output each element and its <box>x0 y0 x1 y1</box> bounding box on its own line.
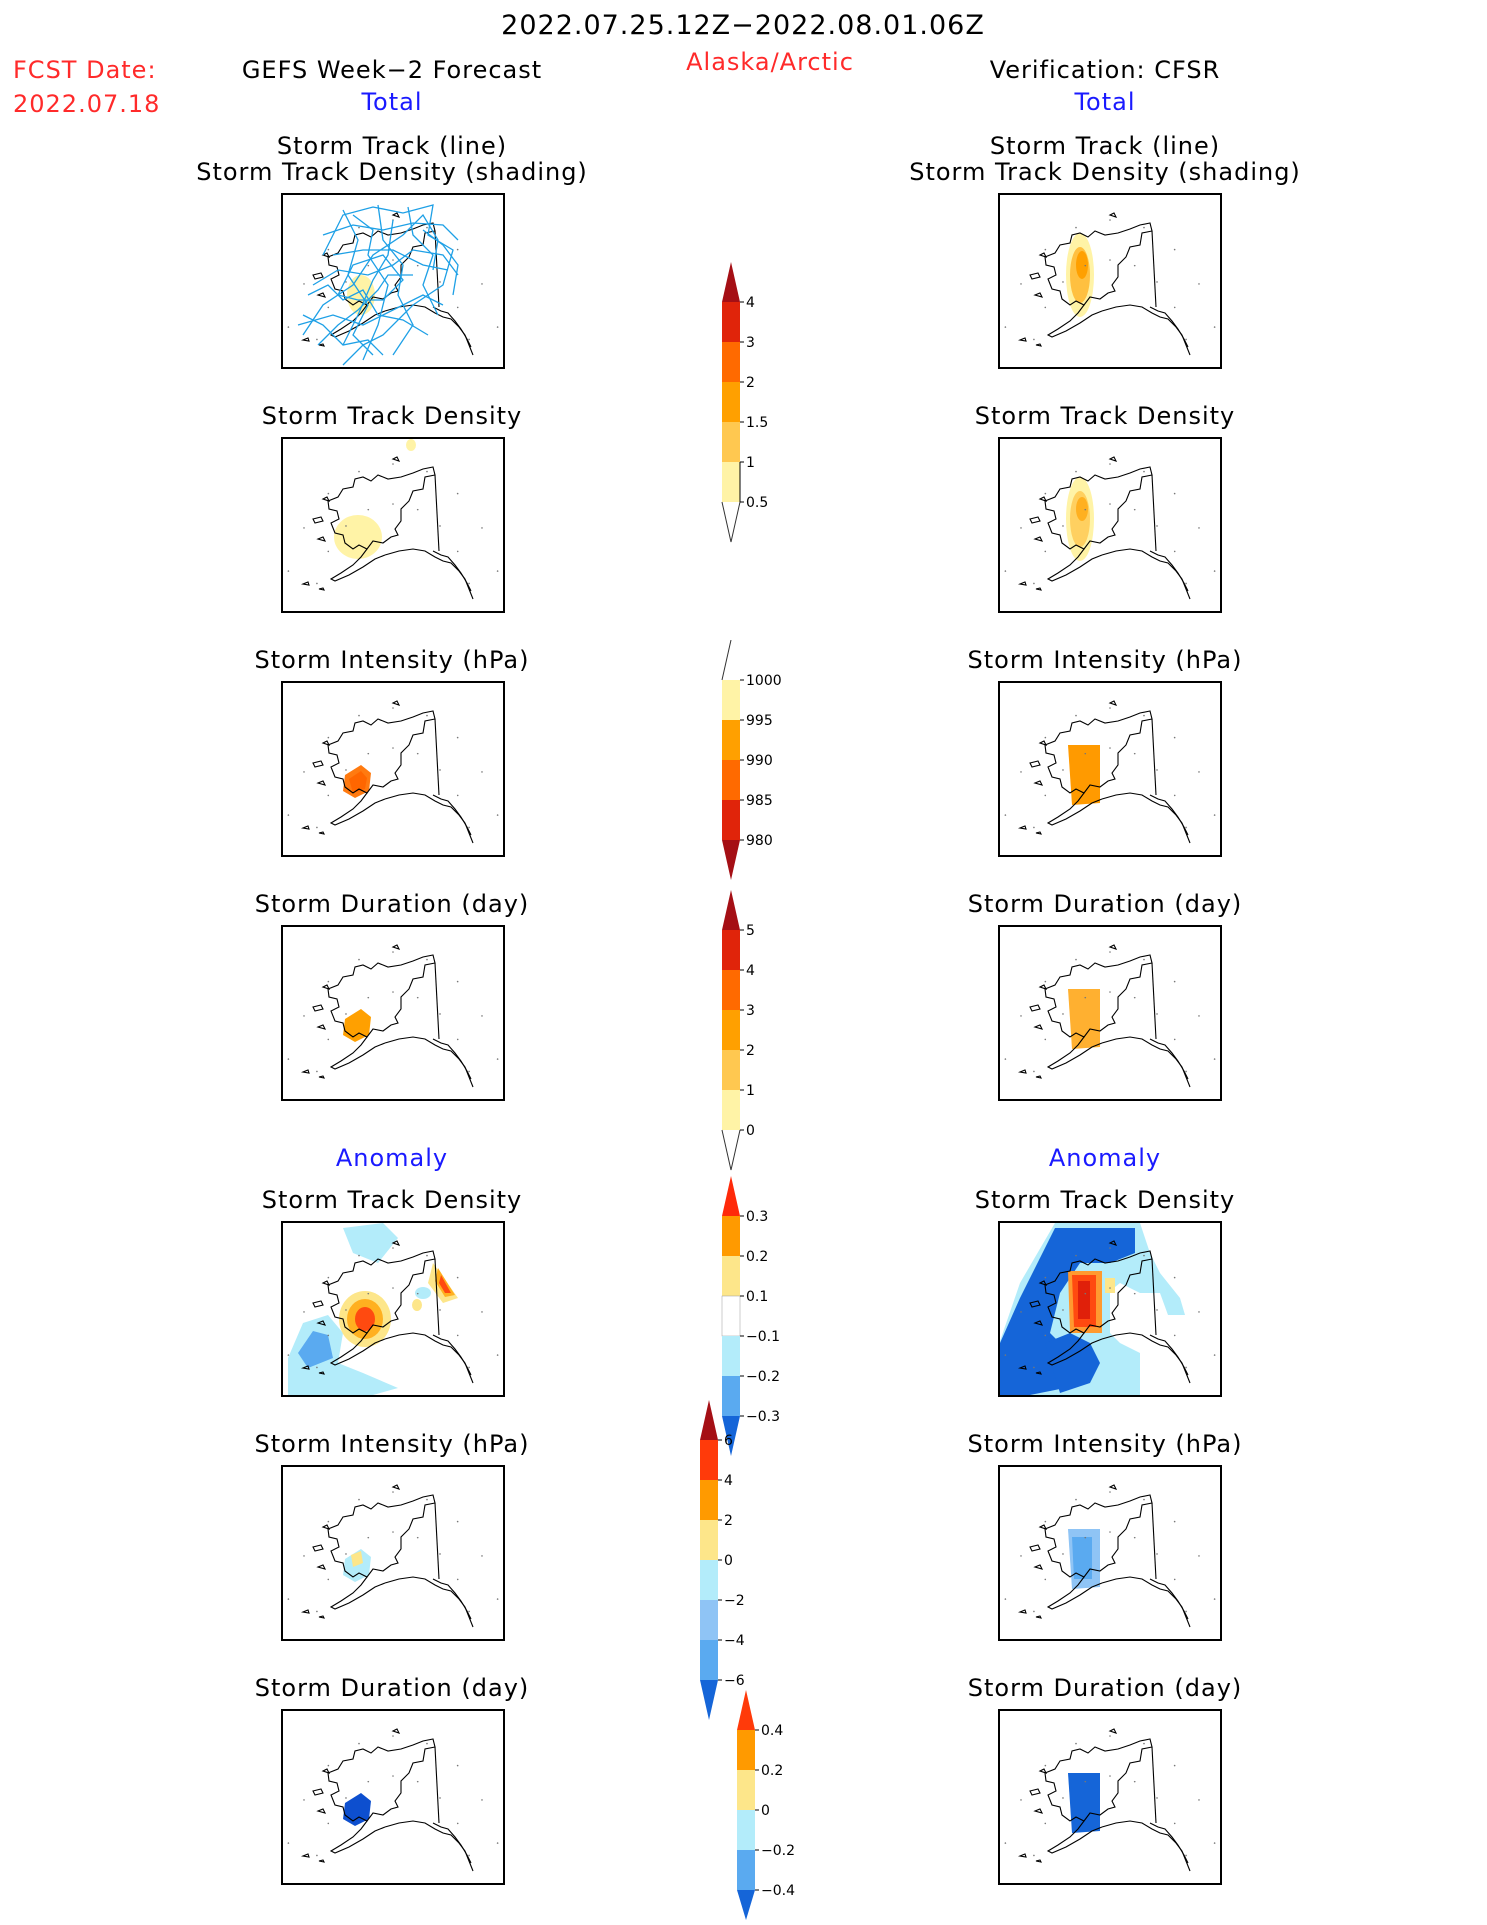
cbar-label: −4 <box>724 1633 745 1649</box>
cbar-label: 1.5 <box>746 415 768 431</box>
left-total-label: Total <box>361 88 423 116</box>
shading-layer <box>1068 1773 1100 1833</box>
shading-layer <box>343 1793 371 1826</box>
right-column-title: Verification: CFSR <box>989 56 1221 84</box>
title-left-track-shading: Storm Track Density (shading) <box>196 158 588 186</box>
cbar-label: −0.3 <box>746 1409 780 1425</box>
cbar-label: 2 <box>724 1513 733 1529</box>
left-column-title: GEFS Week−2 Forecast <box>241 56 543 84</box>
cbar-label: 0.1 <box>746 1289 768 1305</box>
shading-layer <box>343 1549 371 1582</box>
colorbar-anom-duration: 0.4 0.2 0 −0.2 −0.4 <box>737 1690 795 1920</box>
title-right-intensity: Storm Intensity (hPa) <box>967 646 1243 674</box>
shading-layer <box>1068 745 1100 805</box>
shading-layer <box>288 1223 458 1395</box>
cbar-label: 0 <box>746 1123 755 1139</box>
map-left-density <box>281 437 505 613</box>
cbar-label: 3 <box>746 1003 755 1019</box>
title-left-density: Storm Track Density <box>261 402 523 430</box>
shading-layer <box>1068 1529 1100 1589</box>
title-right-anom-intensity: Storm Intensity (hPa) <box>967 1430 1243 1458</box>
fcst-date-value: 2022.07.18 <box>13 90 161 118</box>
map-right-anom-intensity <box>998 1465 1222 1641</box>
map-right-intensity <box>998 681 1222 857</box>
map-left-duration <box>281 925 505 1101</box>
cbar-label: 4 <box>746 963 755 979</box>
right-anomaly-label: Anomaly <box>1048 1144 1162 1172</box>
cbar-label: 0 <box>724 1553 733 1569</box>
cbar-label: 3 <box>746 335 755 351</box>
title-left-duration: Storm Duration (day) <box>254 890 530 918</box>
cbar-label: 2 <box>746 1043 755 1059</box>
shading-layer <box>1066 477 1094 561</box>
title-right-anom-density: Storm Track Density <box>974 1186 1236 1214</box>
cbar-label: −0.4 <box>761 1883 795 1899</box>
cbar-label: 4 <box>746 295 755 311</box>
cbar-label: 990 <box>746 753 773 769</box>
shading-layer <box>1000 1223 1185 1395</box>
title-left-track-line: Storm Track (line) <box>276 132 508 160</box>
cbar-label: 1 <box>746 1083 755 1099</box>
cbar-label: 980 <box>746 833 773 849</box>
title-left-intensity: Storm Intensity (hPa) <box>254 646 530 674</box>
colorbar-anom-density: 0.3 0.2 0.1 −0.1 −0.2 −0.3 <box>721 1176 780 1456</box>
storm-track-lines <box>297 204 459 366</box>
map-left-storm-track <box>281 193 505 369</box>
shading-layer <box>343 765 371 798</box>
cbar-label: −2 <box>724 1593 745 1609</box>
map-right-anom-duration <box>998 1709 1222 1885</box>
cbar-label: −0.2 <box>746 1369 780 1385</box>
left-anomaly-label: Anomaly <box>335 1144 449 1172</box>
map-right-density <box>998 437 1222 613</box>
map-left-intensity <box>281 681 505 857</box>
title-right-anom-duration: Storm Duration (day) <box>967 1674 1243 1702</box>
map-right-duration <box>998 925 1222 1101</box>
title-right-track-line: Storm Track (line) <box>989 132 1221 160</box>
cbar-label: 6 <box>724 1433 733 1449</box>
map-left-anom-density <box>281 1221 505 1397</box>
colorbar-anom-intensity: 6 4 2 0 −2 −4 −6 <box>700 1400 745 1720</box>
fcst-date-label: FCST Date: <box>13 56 157 84</box>
cbar-label: 0.3 <box>746 1209 768 1225</box>
title-right-track-shading: Storm Track Density (shading) <box>909 158 1301 186</box>
cbar-label: −6 <box>724 1673 745 1689</box>
title-right-duration: Storm Duration (day) <box>967 890 1243 918</box>
cbar-label: 0 <box>761 1803 770 1819</box>
map-left-anom-duration <box>281 1709 505 1885</box>
shading-layer <box>1068 989 1100 1049</box>
cbar-label: 1000 <box>746 673 782 689</box>
cbar-label: 0.2 <box>746 1249 768 1265</box>
cbar-label: 995 <box>746 713 773 729</box>
cbar-label: 2 <box>746 375 755 391</box>
map-right-anom-density <box>998 1221 1222 1397</box>
colorbar-total-intensity: 1000 995 990 985 980 <box>721 640 782 880</box>
cbar-label: 0.2 <box>761 1763 783 1779</box>
cbar-label: 985 <box>746 793 773 809</box>
title-left-anom-density: Storm Track Density <box>261 1186 523 1214</box>
cbar-label: 5 <box>746 923 755 939</box>
cbar-label: −0.2 <box>761 1843 795 1859</box>
date-range-title: 2022.07.25.12Z−2022.08.01.06Z <box>501 10 985 41</box>
colorbar-total-duration: 5 4 3 2 1 0 <box>721 890 755 1171</box>
map-left-anom-intensity <box>281 1465 505 1641</box>
shading-layer <box>1066 233 1094 317</box>
colorbar-total-density: 4 3 2 1.5 1 0.5 <box>721 262 768 543</box>
cbar-label: 0.5 <box>746 495 768 511</box>
title-left-anom-intensity: Storm Intensity (hPa) <box>254 1430 530 1458</box>
title-left-anom-duration: Storm Duration (day) <box>254 1674 530 1702</box>
cbar-label: −0.1 <box>746 1329 780 1345</box>
region-title: Alaska/Arctic <box>686 48 854 76</box>
cbar-label: 0.4 <box>761 1723 783 1739</box>
cbar-label: 1 <box>746 455 755 471</box>
title-right-density: Storm Track Density <box>974 402 1236 430</box>
shading-layer <box>343 1009 371 1042</box>
cbar-label: 4 <box>724 1473 733 1489</box>
right-total-label: Total <box>1074 88 1136 116</box>
map-right-storm-track <box>998 193 1222 369</box>
